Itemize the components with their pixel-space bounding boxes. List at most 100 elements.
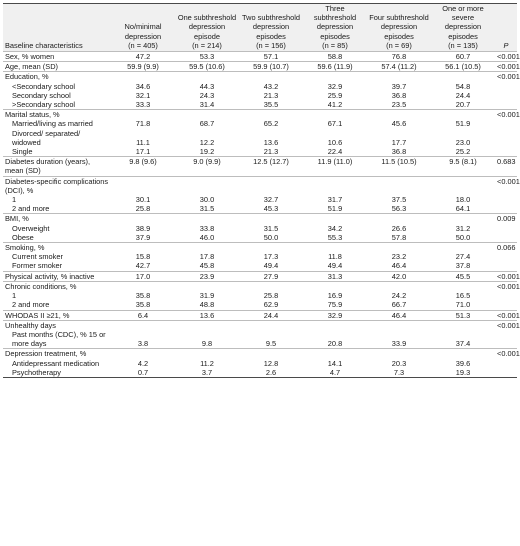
cell-value: 38.9	[135, 223, 151, 233]
group-header-row: Education, % <0.001	[3, 71, 520, 82]
cell-value	[239, 319, 303, 330]
cell-value: 17.0	[111, 270, 175, 282]
cell-value: 66.7	[391, 300, 407, 310]
cell-value: 32.9	[303, 309, 367, 321]
p-value: <0.001	[495, 109, 520, 120]
cell-value: 20.7	[455, 100, 471, 110]
cell-value	[303, 175, 367, 196]
cell-value: 11.1	[136, 137, 150, 147]
cell-value: 11.9 (11.0)	[303, 156, 367, 177]
p-value: 0.683	[495, 156, 517, 177]
cell-value: 59.6 (11.9)	[303, 61, 367, 72]
cell-value	[303, 109, 367, 120]
cell-value	[175, 213, 239, 224]
cell-value: 50.0	[263, 232, 279, 242]
table-header: Baseline characteristics No/minimal depr…	[3, 3, 517, 52]
cell-value: 41.2	[327, 100, 343, 110]
cell-value	[367, 71, 431, 82]
row-label: Secondary school	[12, 90, 71, 100]
cell-value: 37.8	[455, 261, 471, 271]
cell-value	[431, 109, 495, 120]
cell-value: 71.0	[455, 300, 471, 310]
p-value-empty	[495, 100, 517, 110]
cell-value: 17.8	[199, 252, 215, 262]
cell-value: 27.4	[455, 252, 471, 262]
cell-value: 45.6	[391, 119, 407, 129]
cell-value: 6.4	[111, 309, 175, 321]
cell-value: 25.2	[455, 147, 471, 157]
cell-value: 57.1	[239, 51, 303, 62]
cell-value	[303, 280, 367, 292]
cell-value: 2.6	[265, 367, 277, 377]
cell-value: 11.5 (10.5)	[367, 156, 431, 177]
cell-value	[239, 175, 303, 196]
table-row: Obese 37.9 46.0 50.0 55.3 57.8 50.0	[3, 233, 517, 243]
cell-value: 53.3	[175, 51, 239, 62]
header-col: Four subthreshold depression episodes (n …	[369, 13, 429, 50]
cell-value: 45.8	[199, 261, 215, 271]
row-label: BMI, %	[3, 213, 111, 224]
cell-value: 24.4	[239, 309, 303, 321]
cell-value: 22.4	[327, 147, 343, 157]
table-row: 1 35.8 31.9 25.8 16.9 24.2 16.5	[3, 291, 517, 300]
cell-value: 7.3	[393, 367, 405, 377]
cell-value: 30.0	[199, 195, 215, 205]
row-label: Diabetes duration (years), mean (SD)	[3, 156, 111, 177]
cell-value	[239, 348, 303, 359]
cell-value: 33.9	[391, 339, 407, 349]
cell-value: 17.1	[135, 147, 151, 157]
cell-value: 59.9 (9.9)	[111, 61, 175, 72]
row-label: Marital status, %	[3, 109, 111, 120]
cell-value: 71.8	[135, 119, 151, 129]
cell-value: 23.2	[391, 252, 407, 262]
p-value: <0.001	[495, 51, 520, 62]
cell-value: 4.2	[137, 358, 149, 368]
cell-value: 46.4	[391, 261, 407, 271]
p-value-empty	[495, 195, 517, 204]
group-header-row: Chronic conditions, % <0.001	[3, 280, 520, 292]
cell-value: 23.0	[455, 137, 471, 147]
cell-value: 37.4	[455, 339, 471, 349]
table-row: Physical activity, % inactive 17.0 23.9 27.…	[3, 270, 520, 282]
cell-value: 48.8	[199, 300, 215, 310]
table-row: WHODAS II ≥21, % 6.4 13.6 24.4 32.9 46.4 51.3 <…	[3, 309, 520, 321]
row-label: 2 and more	[12, 204, 50, 214]
cell-value	[111, 242, 175, 253]
cell-value: 9.5 (8.1)	[431, 156, 495, 177]
cell-value: 21.3	[263, 90, 279, 100]
group-header-row: Diabetes-specific complications (DCI), %…	[3, 175, 520, 196]
cell-value: 25.8	[263, 291, 279, 301]
cell-value: 11.8	[328, 252, 342, 262]
cell-value	[367, 213, 431, 224]
table-row: Current smoker 15.8 17.8 17.3 11.8 23.2 27.4	[3, 252, 517, 261]
cell-value: 17.3	[263, 252, 279, 262]
cell-value	[367, 319, 431, 330]
cell-value: 31.2	[455, 223, 471, 233]
cell-value: 64.1	[455, 204, 471, 214]
cell-value: 36.8	[391, 90, 407, 100]
row-label: Age, mean (SD)	[3, 61, 111, 72]
p-value-empty	[495, 359, 517, 368]
cell-value: 35.5	[263, 100, 279, 110]
cell-value	[175, 71, 239, 82]
cell-value	[431, 319, 495, 330]
cell-value	[431, 213, 495, 224]
characteristics-table: Baseline characteristics No/minimal depr…	[3, 3, 520, 378]
cell-value: 16.5	[455, 291, 471, 301]
group-header-row: Smoking, % 0.066	[3, 242, 517, 253]
row-label: Past months (CDC), % 15 or more days	[12, 329, 106, 349]
cell-value	[303, 71, 367, 82]
cell-value	[111, 280, 175, 292]
cell-value: 9.0 (9.9)	[175, 156, 239, 177]
cell-value	[431, 348, 495, 359]
cell-value	[431, 175, 495, 196]
cell-value: 9.5	[265, 339, 277, 349]
p-value-empty	[495, 82, 517, 91]
table-row: Psychotherapy 0.7 3.7 2.6 4.7 7.3 19.3	[3, 368, 517, 378]
row-label: Obese	[12, 232, 34, 242]
cell-value: 42.7	[135, 261, 151, 271]
p-value: 0.066	[495, 242, 517, 253]
cell-value: 45.5	[431, 270, 495, 282]
cell-value: 32.7	[263, 195, 279, 205]
cell-value	[367, 242, 431, 253]
